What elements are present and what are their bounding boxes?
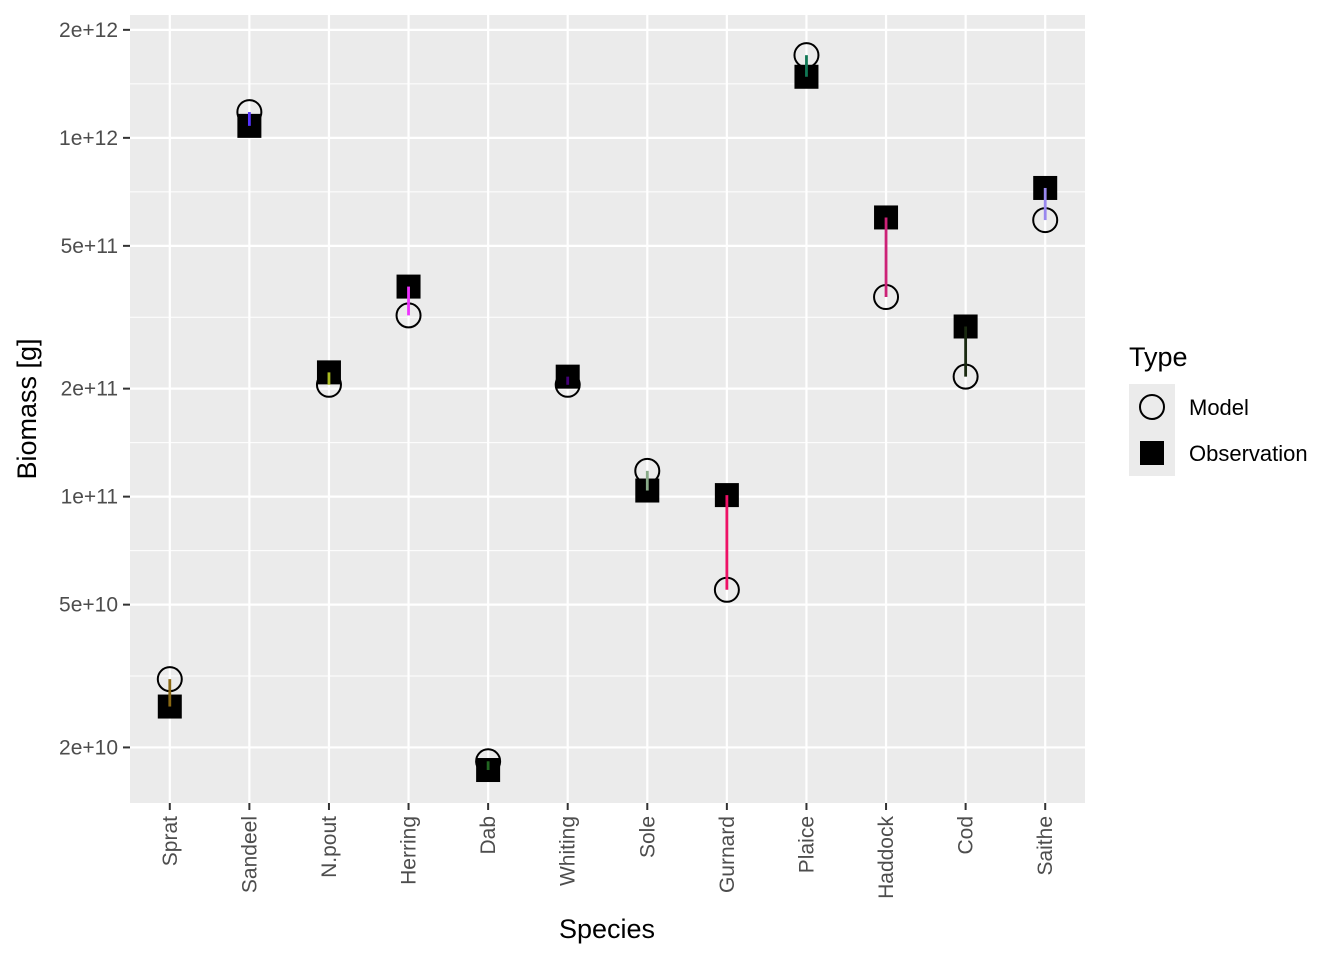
x-tick-label: Dab bbox=[477, 816, 500, 855]
x-tick-label: Sprat bbox=[159, 816, 182, 866]
x-tick-label: Haddock bbox=[875, 816, 898, 899]
legend-model-circle-icon bbox=[1139, 394, 1165, 420]
model-observation-segments bbox=[168, 55, 1047, 771]
y-tick-label: 2e+11 bbox=[61, 378, 118, 401]
y-tick-label: 5e+10 bbox=[59, 594, 118, 617]
minor-gridlines bbox=[130, 83, 1085, 677]
y-tick-label: 2e+10 bbox=[59, 736, 118, 759]
x-axis-title: Species bbox=[559, 914, 655, 944]
x-tick-label: Saithe bbox=[1034, 816, 1057, 876]
y-axis-title: Biomass [g] bbox=[12, 338, 42, 479]
legend-label-model: Model bbox=[1189, 395, 1249, 420]
legend-label-observation: Observation bbox=[1189, 441, 1308, 466]
y-axis: 2e+10 5e+10 1e+11 2e+11 5e+11 1e+12 2e+12 bbox=[59, 19, 130, 759]
x-axis: Sprat Sandeel N.pout Herring Dab Whiting Sole G… bbox=[159, 803, 1057, 899]
x-tick-label: Plaice bbox=[795, 816, 818, 873]
y-tick-label: 1e+12 bbox=[59, 127, 118, 150]
x-tick-label: Sole bbox=[636, 816, 659, 858]
x-tick-label: Whiting bbox=[557, 816, 580, 886]
x-tick-label: Cod bbox=[955, 816, 978, 855]
y-tick-label: 1e+11 bbox=[61, 486, 118, 509]
major-gridlines bbox=[130, 15, 1085, 803]
legend-title: Type bbox=[1129, 342, 1188, 372]
legend: Type Model Observation bbox=[1129, 342, 1308, 476]
y-tick-label: 5e+11 bbox=[61, 235, 118, 258]
legend-observation-square-icon bbox=[1140, 441, 1164, 465]
x-tick-label: Sandeel bbox=[238, 816, 261, 893]
x-tick-label: N.pout bbox=[318, 816, 341, 878]
plot-panel bbox=[130, 15, 1085, 803]
x-tick-label: Herring bbox=[398, 816, 421, 885]
x-tick-label: Gurnard bbox=[716, 816, 739, 893]
legend-key-model-background bbox=[1129, 384, 1175, 430]
y-tick-label: 2e+12 bbox=[59, 19, 118, 42]
